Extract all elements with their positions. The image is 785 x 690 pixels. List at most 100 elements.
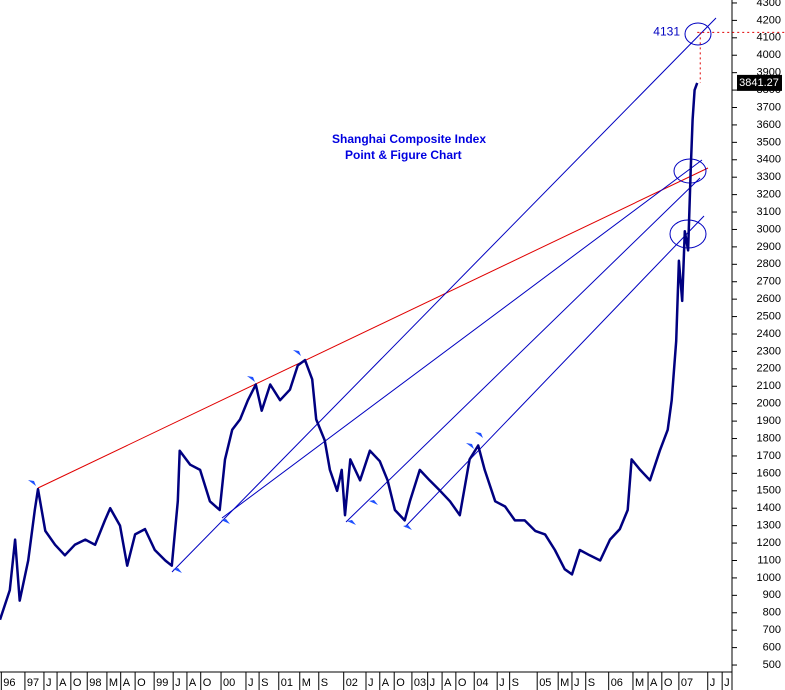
x-tick-label: M (560, 677, 569, 689)
x-tick-label: S (321, 677, 328, 689)
x-tick-label: 00 (223, 677, 235, 689)
chart-subtitle: Point & Figure Chart (345, 148, 462, 162)
y-tick-label: 1800 (757, 432, 781, 444)
x-tick-label: 99 (156, 677, 168, 689)
support-line (345, 177, 701, 523)
x-tick-label: A (123, 677, 131, 689)
arrow (466, 443, 474, 449)
y-tick-label: 1500 (757, 485, 781, 497)
x-tick-label: J (574, 677, 580, 689)
x-tick-label: 02 (346, 677, 358, 689)
y-tick-label: 2400 (757, 328, 781, 340)
y-tick-label: 4000 (757, 49, 781, 61)
y-tick-label: 4100 (757, 32, 781, 44)
circle-marker (684, 22, 712, 46)
y-tick-label: 1300 (757, 520, 781, 532)
y-tick-label: 600 (763, 642, 781, 654)
y-tick-label: 1700 (757, 450, 781, 462)
x-tick-label: 03 (414, 677, 426, 689)
x-tick-label: O (396, 677, 405, 689)
x-tick-label: 07 (681, 677, 693, 689)
y-tick-label: 800 (763, 607, 781, 619)
x-tick-label: 98 (89, 677, 101, 689)
price-line (0, 82, 699, 621)
y-tick-label: 2000 (757, 398, 781, 410)
x-tick-label: 01 (281, 677, 293, 689)
x-tick-label: A (444, 677, 452, 689)
arrow (173, 568, 182, 573)
y-tick-label: 3200 (757, 189, 781, 201)
arrow (247, 376, 255, 382)
y-tick-label: 500 (763, 659, 781, 671)
x-tick-label: 06 (611, 677, 623, 689)
support-line (221, 159, 703, 519)
y-tick-label: 3600 (757, 119, 781, 131)
y-tick-label: 1900 (757, 415, 781, 427)
x-tick-label: A (189, 677, 197, 689)
y-tick-label: 1200 (757, 537, 781, 549)
y-tick-label: 2300 (757, 345, 781, 357)
x-tick-label: S (512, 677, 519, 689)
x-tick-label: O (203, 677, 212, 689)
support-line (404, 215, 705, 528)
y-tick-label: 4200 (757, 14, 781, 26)
x-tick-label: J (368, 677, 374, 689)
y-tick-label: 1400 (757, 502, 781, 514)
x-tick-label: 96 (3, 677, 15, 689)
y-tick-label: 2200 (757, 363, 781, 375)
x-tick-label: O (137, 677, 146, 689)
x-tick-label: O (73, 677, 82, 689)
support-line (171, 17, 717, 573)
arrows (28, 350, 483, 573)
x-tick-label: J (499, 677, 505, 689)
x-tick-label: J (430, 677, 436, 689)
arrow (403, 525, 412, 530)
y-tick-label: 3100 (757, 206, 781, 218)
arrow (28, 480, 36, 486)
x-tick-label: M (109, 677, 118, 689)
x-tick-label: J (724, 677, 730, 689)
resistance-line (37, 167, 709, 489)
arrow (369, 500, 378, 505)
y-tick-label: 3400 (757, 154, 781, 166)
arrow (221, 519, 230, 524)
trend-lines (37, 17, 717, 573)
chart-title: Shanghai Composite Index (332, 132, 486, 146)
y-tick-label: 2500 (757, 310, 781, 322)
y-tick-label: 3000 (757, 223, 781, 235)
y-tick-label: 2700 (757, 276, 781, 288)
x-tick-label: O (458, 677, 467, 689)
y-tick-label: 1000 (757, 572, 781, 584)
x-tick-label: S (588, 677, 595, 689)
y-tick-label: 700 (763, 624, 781, 636)
x-tick-label: 04 (476, 677, 488, 689)
x-tick-label: O (664, 677, 673, 689)
x-tick-label: 05 (539, 677, 551, 689)
arrow (293, 350, 301, 356)
y-tick-label: 3500 (757, 136, 781, 148)
y-tick-label: 2900 (757, 241, 781, 253)
x-tick-label: J (46, 677, 52, 689)
arrow (347, 520, 356, 525)
x-tick-label: J (710, 677, 716, 689)
y-tick-label: 1600 (757, 467, 781, 479)
y-tick-label: 2800 (757, 258, 781, 270)
x-tick-label: M (635, 677, 644, 689)
price-tag-label: 3841.27 (739, 77, 779, 89)
price-tag (737, 74, 782, 91)
x-tick-label: J (248, 677, 254, 689)
x-tick-label: M (302, 677, 311, 689)
x-tick-label: A (650, 677, 658, 689)
x-tick-label: 97 (27, 677, 39, 689)
y-tick-label: 900 (763, 589, 781, 601)
y-tick-label: 4300 (757, 0, 781, 9)
y-tick-label: 2600 (757, 293, 781, 305)
y-tick-label: 3300 (757, 171, 781, 183)
arrow (475, 432, 483, 438)
y-tick-label: 2100 (757, 380, 781, 392)
x-tick-label: J (175, 677, 181, 689)
target-label: 4131 (653, 25, 680, 39)
x-tick-label: A (382, 677, 390, 689)
x-tick-label: S (261, 677, 268, 689)
